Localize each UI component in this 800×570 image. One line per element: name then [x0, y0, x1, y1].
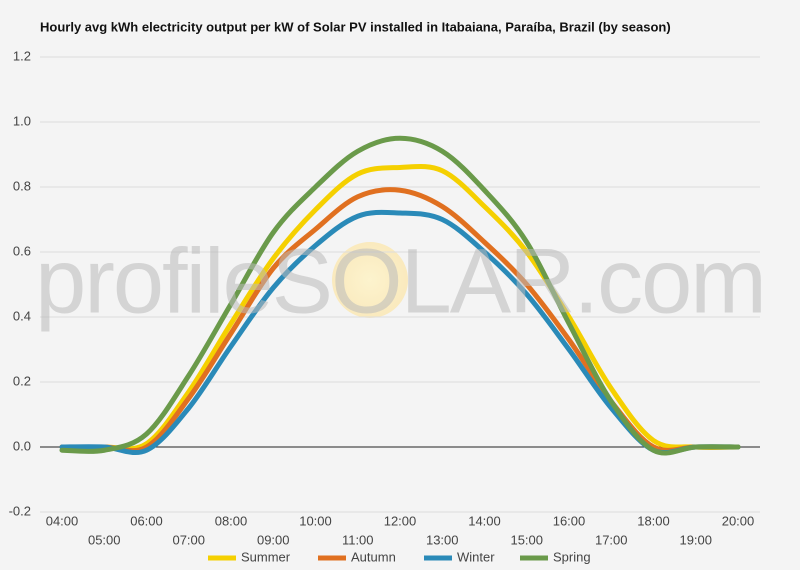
legend-label: Autumn [351, 549, 396, 564]
x-tick-label: 04:00 [46, 513, 79, 528]
x-tick-label: 13:00 [426, 532, 459, 547]
y-tick-label: 0.2 [13, 373, 31, 388]
chart-title: Hourly avg kWh electricity output per kW… [40, 19, 671, 34]
x-tick-label: 11:00 [342, 532, 374, 547]
x-tick-label: 07:00 [172, 532, 205, 547]
y-tick-label: 0.0 [13, 438, 31, 453]
x-tick-label: 20:00 [722, 513, 755, 528]
y-tick-label: 1.2 [13, 48, 31, 63]
x-tick-label: 05:00 [88, 532, 121, 547]
legend-label: Winter [457, 549, 495, 564]
x-tick-label: 15:00 [510, 532, 543, 547]
legend-label: Summer [241, 549, 291, 564]
watermark-sun [332, 242, 408, 318]
series-line [59, 135, 741, 456]
x-tick-label: 12:00 [384, 513, 417, 528]
x-tick-label: 16:00 [553, 513, 586, 528]
x-tick-label: 08:00 [215, 513, 248, 528]
x-tick-label: 09:00 [257, 532, 290, 547]
x-tick-label: 06:00 [130, 513, 163, 528]
y-tick-label: 0.4 [13, 308, 31, 323]
watermark: profileSOLAR.com [35, 230, 765, 332]
x-tick-label: 17:00 [595, 532, 628, 547]
x-tick-label: 19:00 [679, 532, 712, 547]
y-tick-label: 0.8 [13, 178, 31, 193]
y-tick-label: -0.2 [9, 503, 31, 518]
y-tick-label: 0.6 [13, 243, 31, 258]
x-tick-label: 14:00 [468, 513, 501, 528]
y-tick-label: 1.0 [13, 113, 31, 128]
x-tick-label: 18:00 [637, 513, 670, 528]
x-tick-label: 10:00 [299, 513, 332, 528]
series-line [59, 163, 741, 452]
legend-label: Spring [553, 549, 591, 564]
